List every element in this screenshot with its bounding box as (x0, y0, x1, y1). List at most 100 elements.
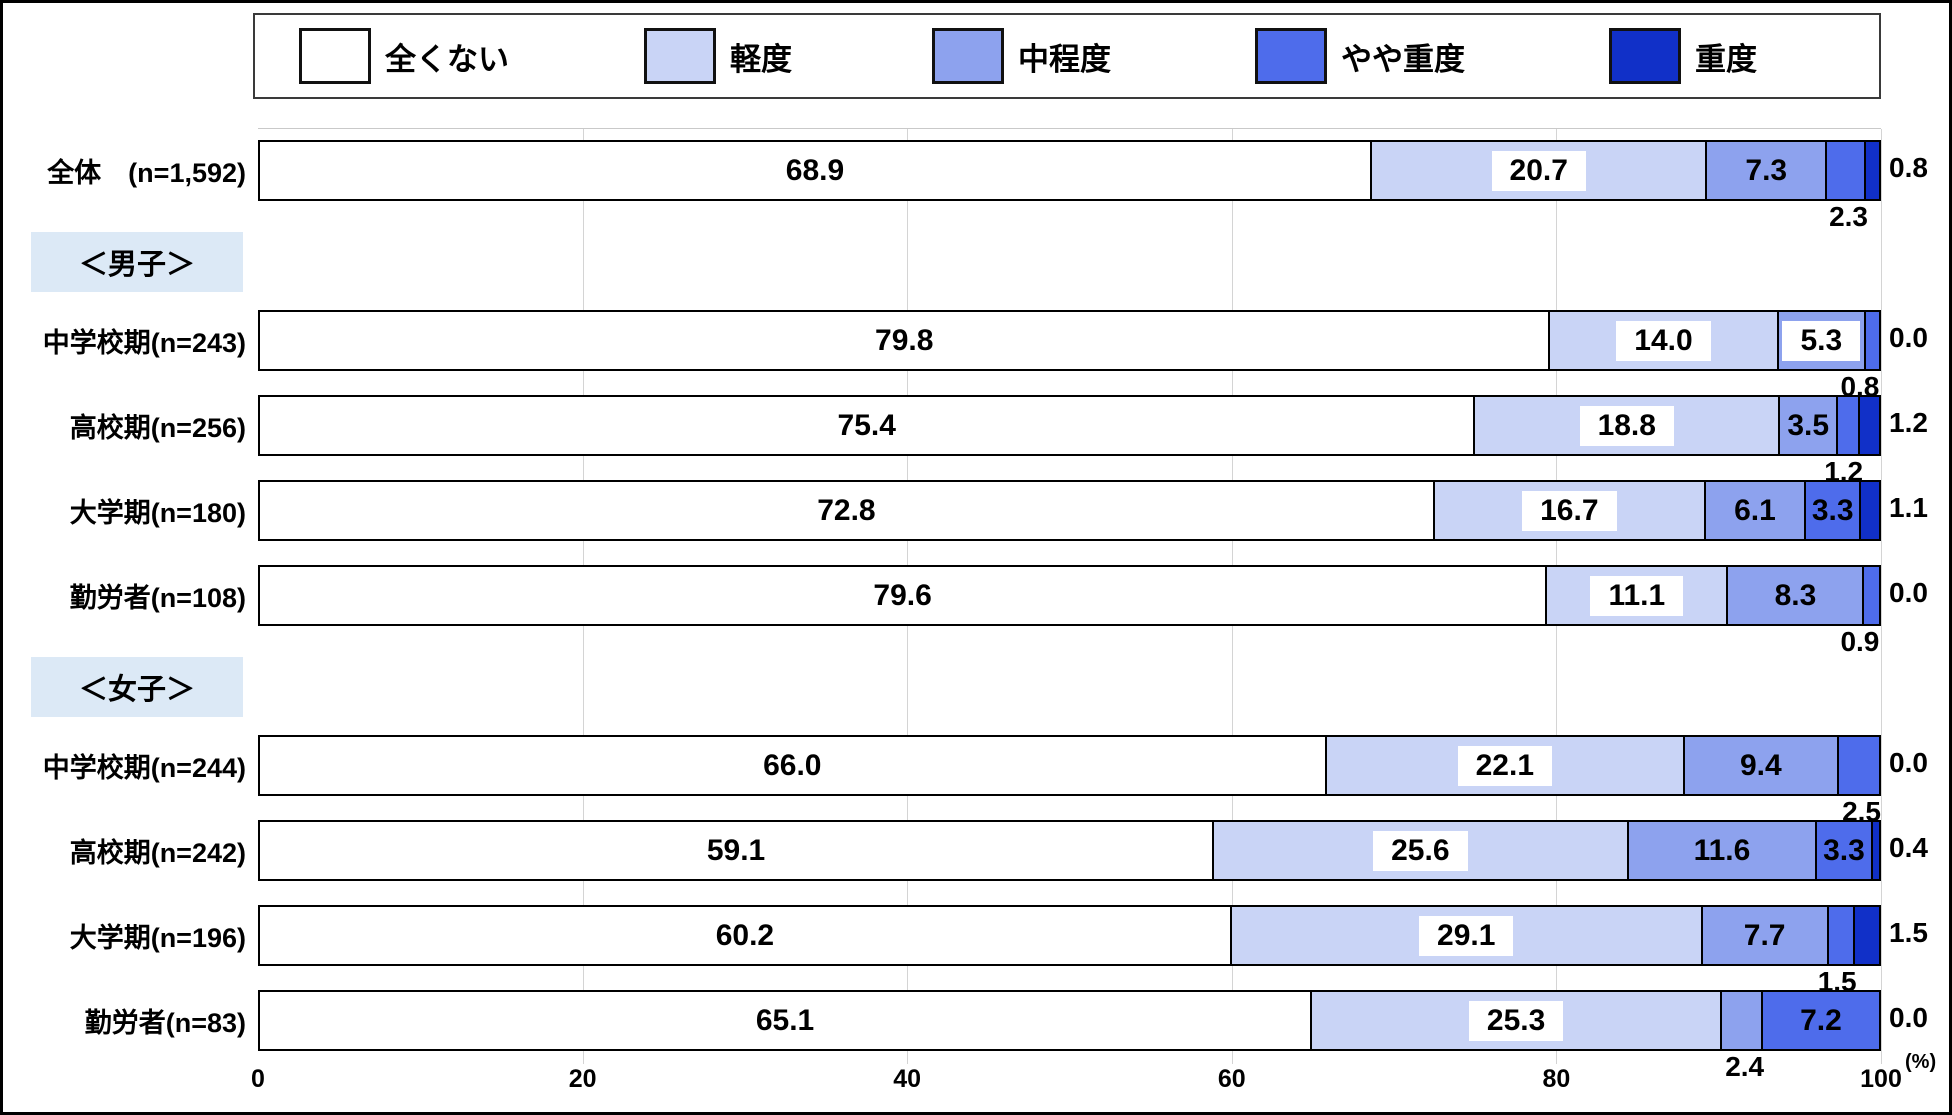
legend-swatch (1255, 28, 1327, 84)
segment-value-label: 7.7 (1743, 918, 1786, 952)
bar-segment-全くない: 72.8 (260, 482, 1433, 539)
segment-value-label: 25.3 (1468, 1000, 1564, 1041)
axis-tick-label: 80 (1542, 1065, 1571, 1093)
segment-value-label: 66.0 (763, 748, 822, 782)
bar-segment-中程度 (1720, 992, 1761, 1049)
bar-segment-全くない: 59.1 (260, 822, 1213, 879)
segment-value-label: 16.7 (1522, 490, 1617, 531)
segment-value-label: 22.1 (1457, 745, 1552, 786)
right-value-label: 1.5 (1889, 917, 1928, 948)
row-label: 勤労者(n=108) (69, 583, 246, 613)
legend-item: 全くない (299, 15, 509, 97)
segment-value-label: 3.3 (1811, 493, 1854, 527)
row-label: 中学校期(n=243) (42, 328, 246, 358)
legend-item: 重度 (1609, 15, 1757, 97)
segment-value-label: 29.1 (1419, 915, 1514, 956)
stacked-bar: 59.1 25.6 11.6 3.3 (258, 820, 1881, 881)
bar-segment-軽度: 22.1 (1324, 737, 1684, 794)
bar-track: 68.9 20.7 7.3 2.3 0.8 (258, 128, 1928, 231)
right-value-label: 0.0 (1889, 747, 1928, 778)
row-label: 高校期(n=256) (69, 413, 246, 443)
segment-value-label: 9.4 (1740, 748, 1782, 782)
row-label: 高校期(n=242) (69, 838, 246, 868)
bar-track: 79.6 11.1 8.3 0.9 0.0 (258, 553, 1928, 656)
below-value-label: 2.4 (1725, 1051, 1765, 1082)
bar-segment-中程度: 11.6 (1626, 822, 1816, 879)
gridline (1881, 129, 1882, 1064)
section-header-row: ＜男子＞ (3, 213, 1881, 298)
bar-segment-中程度: 3.5 (1778, 397, 1837, 454)
bar-segment-中程度: 5.3 (1776, 312, 1865, 369)
bar-row: 勤労者(n=108) 79.6 11.1 8.3 0.9 0.0 (3, 553, 1928, 656)
segment-value-label: 72.8 (817, 493, 876, 527)
legend-item: 中程度 (932, 15, 1111, 97)
legend-item: やや重度 (1255, 15, 1465, 97)
x-axis: (%) 0 20 40 60 80 100 (251, 1051, 1936, 1105)
bar-segment-中程度: 7.7 (1700, 907, 1827, 964)
segment-value-label: 68.9 (785, 153, 845, 187)
segment-value-label: 3.3 (1823, 833, 1865, 867)
below-value-label: 1.2 (1824, 456, 1864, 487)
legend-swatch (299, 28, 371, 84)
bar-segment-やや重度: 3.3 (1815, 822, 1871, 879)
bar-segment-重度 (1859, 482, 1879, 539)
legend-item: 軽度 (644, 15, 792, 97)
bar-track: 75.4 18.8 3.5 1.2 1.2 (258, 383, 1928, 486)
segment-value-label: 3.5 (1787, 408, 1830, 442)
bar-segment-全くない: 79.8 (260, 312, 1549, 369)
bar-row: 大学期(n=196) 60.2 29.1 7.7 1.5 1.5 (3, 893, 1928, 996)
bar-segment-やや重度 (1836, 737, 1879, 794)
bar-segment-全くない: 79.6 (260, 567, 1546, 624)
section-header-row: ＜女子＞ (3, 638, 1881, 723)
chart-rows: 全体 (n=1,592) 68.9 20.7 7.3 2.3 0.8 ＜男子＞ 中学校期(n=… (3, 128, 1928, 1081)
bar-segment-やや重度: 3.3 (1804, 482, 1860, 539)
section-header: ＜女子＞ (31, 657, 243, 717)
bar-segment-やや重度 (1864, 312, 1880, 369)
bar-row: 高校期(n=242) 59.1 25.6 11.6 3.3 0.4 (3, 808, 1928, 893)
bar-track: 59.1 25.6 11.6 3.3 0.4 (258, 808, 1928, 893)
axis-tick-label: 40 (893, 1065, 922, 1093)
bar-segment-全くない: 75.4 (260, 397, 1474, 454)
bar-row: 中学校期(n=244) 66.0 22.1 9.4 2.5 0.0 (3, 723, 1928, 826)
bar-segment-やや重度 (1836, 397, 1858, 454)
segment-value-label: 11.1 (1590, 575, 1684, 616)
below-value-label: 1.5 (1817, 966, 1857, 997)
right-value-label: 0.0 (1889, 1002, 1928, 1033)
row-label-cell: ＜男子＞ (3, 213, 258, 298)
bar-segment-軽度: 25.6 (1212, 822, 1627, 879)
bar-segment-中程度: 6.1 (1703, 482, 1805, 539)
bar-segment-やや重度 (1826, 907, 1853, 964)
right-value-label: 0.0 (1889, 322, 1928, 353)
legend-label: 重度 (1695, 41, 1757, 77)
segment-value-label: 8.3 (1774, 578, 1817, 612)
row-label-cell: 中学校期(n=244) (3, 723, 258, 808)
stacked-bar: 79.6 11.1 8.3 (258, 565, 1881, 626)
row-label-cell: 勤労者(n=83) (3, 978, 258, 1063)
right-value-label: 1.2 (1889, 407, 1928, 438)
legend-label: 全くない (385, 41, 509, 77)
bar-segment-重度 (1857, 397, 1879, 454)
row-label: 全体 (n=1,592) (47, 158, 246, 188)
axis-tick-label: 60 (1217, 1065, 1246, 1093)
row-label-cell: 高校期(n=242) (3, 808, 258, 893)
bar-segment-軽度: 25.3 (1310, 992, 1721, 1049)
bar-row: 勤労者(n=83) 65.1 25.3 7.2 2.4 0.0 (3, 978, 1928, 1081)
bar-segment-軽度: 11.1 (1545, 567, 1727, 624)
stacked-bar: 75.4 18.8 3.5 (258, 395, 1881, 456)
segment-value-label: 59.1 (706, 833, 766, 867)
segment-value-label: 20.7 (1491, 150, 1586, 191)
bar-segment-軽度: 18.8 (1473, 397, 1779, 454)
bar-segment-やや重度 (1825, 142, 1865, 199)
right-value-label: 0.8 (1889, 152, 1928, 183)
bar-segment-やや重度 (1862, 567, 1879, 624)
below-value-label: 2.3 (1829, 201, 1869, 232)
below-value-label: 2.5 (1842, 796, 1881, 827)
bar-segment-軽度: 29.1 (1229, 907, 1701, 964)
bar-segment-中程度: 9.4 (1683, 737, 1837, 794)
bar-segment-重度 (1870, 822, 1879, 879)
row-label-cell: 中学校期(n=243) (3, 298, 258, 383)
legend: 全くない 軽度 中程度 やや重度 重度 (253, 13, 1881, 99)
legend-swatch (932, 28, 1004, 84)
stacked-bar: 72.8 16.7 6.1 3.3 (258, 480, 1881, 541)
